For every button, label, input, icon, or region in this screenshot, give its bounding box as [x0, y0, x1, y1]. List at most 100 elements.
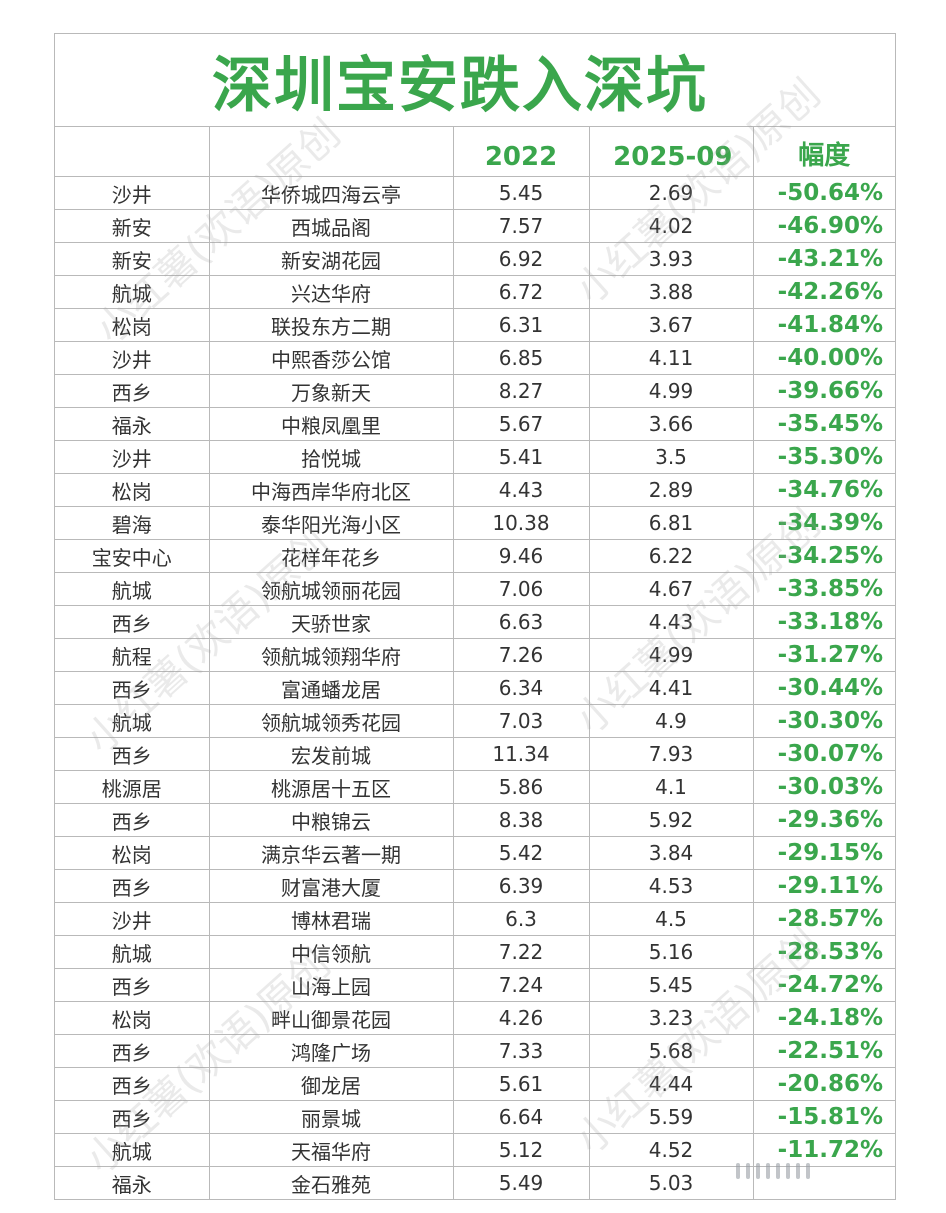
cell-2025-09: 4.52 — [589, 1133, 754, 1167]
cell-2025-09: 7.93 — [589, 737, 754, 771]
cell-estate: 满京华云著一期 — [209, 836, 454, 870]
cell-area: 沙井 — [55, 341, 210, 375]
cell-estate: 兴达华府 — [209, 275, 454, 309]
cell-estate: 泰华阳光海小区 — [209, 506, 454, 540]
cell-change: -28.53% — [753, 935, 895, 969]
table-row: 航城 领航城领秀花园 7.03 4.9 -30.30% — [55, 704, 895, 738]
cell-area: 西乡 — [55, 869, 210, 903]
table-row: 航城 天福华府 5.12 4.52 -11.72% — [55, 1133, 895, 1167]
price-table: 2022 2025-09 幅度 沙井 华侨城四海云亭 5.45 2.69 -50.64%… — [55, 127, 895, 1199]
cell-2025-09: 4.41 — [589, 671, 754, 705]
cell-estate: 万象新天 — [209, 374, 454, 408]
cell-2025-09: 5.03 — [589, 1166, 754, 1199]
table-row: 西乡 财富港大厦 6.39 4.53 -29.11% — [55, 869, 895, 903]
cell-area: 新安 — [55, 209, 210, 243]
cell-change: -30.30% — [753, 704, 895, 738]
cell-estate: 拾悦城 — [209, 440, 454, 474]
cell-2022: 6.64 — [453, 1100, 590, 1134]
cell-change: -20.86% — [753, 1067, 895, 1101]
cell-2022: 6.72 — [453, 275, 590, 309]
cell-change: -42.26% — [753, 275, 895, 309]
cell-area: 西乡 — [55, 374, 210, 408]
cell-2025-09: 5.92 — [589, 803, 754, 837]
cell-estate: 天福华府 — [209, 1133, 454, 1167]
cell-area: 航程 — [55, 638, 210, 672]
cell-estate: 富通蟠龙居 — [209, 671, 454, 705]
cell-change: -34.76% — [753, 473, 895, 507]
table-row: 松岗 中海西岸华府北区 4.43 2.89 -34.76% — [55, 473, 895, 507]
cell-2025-09: 2.89 — [589, 473, 754, 507]
cell-change: -15.81% — [753, 1100, 895, 1134]
cell-change: -34.39% — [753, 506, 895, 540]
spreadsheet: 深圳宝安跌入深坑 2022 2025-09 幅度 沙井 华侨城四海云亭 5.45 2.… — [54, 33, 896, 1200]
table-row: 沙井 博林君瑞 6.3 4.5 -28.57% — [55, 902, 895, 936]
cell-2025-09: 6.22 — [589, 539, 754, 573]
cell-change: -50.64% — [753, 176, 895, 210]
cell-2025-09: 3.5 — [589, 440, 754, 474]
cell-2022: 8.38 — [453, 803, 590, 837]
cell-area: 宝安中心 — [55, 539, 210, 573]
cell-estate: 博林君瑞 — [209, 902, 454, 936]
cell-2022: 8.27 — [453, 374, 590, 408]
cell-change: -22.51% — [753, 1034, 895, 1068]
cell-change: -41.84% — [753, 308, 895, 342]
cell-change: -33.85% — [753, 572, 895, 606]
cell-2022: 7.57 — [453, 209, 590, 243]
cell-change: -29.11% — [753, 869, 895, 903]
cell-estate: 畔山御景花园 — [209, 1001, 454, 1035]
cell-estate: 新安湖花园 — [209, 242, 454, 276]
table-row: 航城 兴达华府 6.72 3.88 -42.26% — [55, 275, 895, 309]
cell-area: 西乡 — [55, 968, 210, 1002]
table-row: 沙井 拾悦城 5.41 3.5 -35.30% — [55, 440, 895, 474]
cell-2025-09: 5.16 — [589, 935, 754, 969]
cell-2025-09: 3.67 — [589, 308, 754, 342]
cell-area: 松岗 — [55, 308, 210, 342]
header-estate — [209, 127, 454, 177]
cell-2022: 5.12 — [453, 1133, 590, 1167]
cell-area: 新安 — [55, 242, 210, 276]
cell-change: -35.45% — [753, 407, 895, 441]
cell-estate: 中粮凤凰里 — [209, 407, 454, 441]
table-row: 航城 中信领航 7.22 5.16 -28.53% — [55, 935, 895, 969]
table-row: 福永 金石雅苑 5.49 5.03 — [55, 1166, 895, 1199]
cell-area: 沙井 — [55, 902, 210, 936]
cell-estate: 金石雅苑 — [209, 1166, 454, 1199]
table-row: 新安 西城品阁 7.57 4.02 -46.90% — [55, 209, 895, 243]
cell-area: 西乡 — [55, 605, 210, 639]
table-row: 桃源居 桃源居十五区 5.86 4.1 -30.03% — [55, 770, 895, 804]
cell-change: -11.72% — [753, 1133, 895, 1167]
cell-change: -40.00% — [753, 341, 895, 375]
cell-2022: 5.67 — [453, 407, 590, 441]
cell-estate: 中粮锦云 — [209, 803, 454, 837]
header-area — [55, 127, 210, 177]
cell-area: 航城 — [55, 572, 210, 606]
cell-2025-09: 5.59 — [589, 1100, 754, 1134]
cell-area: 航城 — [55, 1133, 210, 1167]
cell-2022: 6.39 — [453, 869, 590, 903]
cell-estate: 华侨城四海云亭 — [209, 176, 454, 210]
table-body: 沙井 华侨城四海云亭 5.45 2.69 -50.64% 新安 西城品阁 7.57 4.02 -4… — [55, 176, 895, 1199]
table-row: 西乡 富通蟠龙居 6.34 4.41 -30.44% — [55, 671, 895, 705]
cell-2025-09: 4.53 — [589, 869, 754, 903]
cell-area: 松岗 — [55, 473, 210, 507]
cell-change: -35.30% — [753, 440, 895, 474]
cell-estate: 天骄世家 — [209, 605, 454, 639]
cell-area: 沙井 — [55, 440, 210, 474]
cell-2022: 7.06 — [453, 572, 590, 606]
table-row: 西乡 丽景城 6.64 5.59 -15.81% — [55, 1100, 895, 1134]
cell-change: -24.72% — [753, 968, 895, 1002]
table-row: 沙井 中熙香莎公馆 6.85 4.11 -40.00% — [55, 341, 895, 375]
table-row: 西乡 御龙居 5.61 4.44 -20.86% — [55, 1067, 895, 1101]
cell-2022: 5.49 — [453, 1166, 590, 1199]
cell-area: 航城 — [55, 275, 210, 309]
table-row: 西乡 宏发前城 11.34 7.93 -30.07% — [55, 737, 895, 771]
corner-logo-icon — [736, 1159, 926, 1183]
cell-2022: 5.61 — [453, 1067, 590, 1101]
cell-2022: 6.92 — [453, 242, 590, 276]
cell-2025-09: 3.66 — [589, 407, 754, 441]
table-row: 航城 领航城领丽花园 7.06 4.67 -33.85% — [55, 572, 895, 606]
cell-2022: 7.03 — [453, 704, 590, 738]
cell-estate: 中熙香莎公馆 — [209, 341, 454, 375]
cell-estate: 中海西岸华府北区 — [209, 473, 454, 507]
cell-2025-09: 3.88 — [589, 275, 754, 309]
